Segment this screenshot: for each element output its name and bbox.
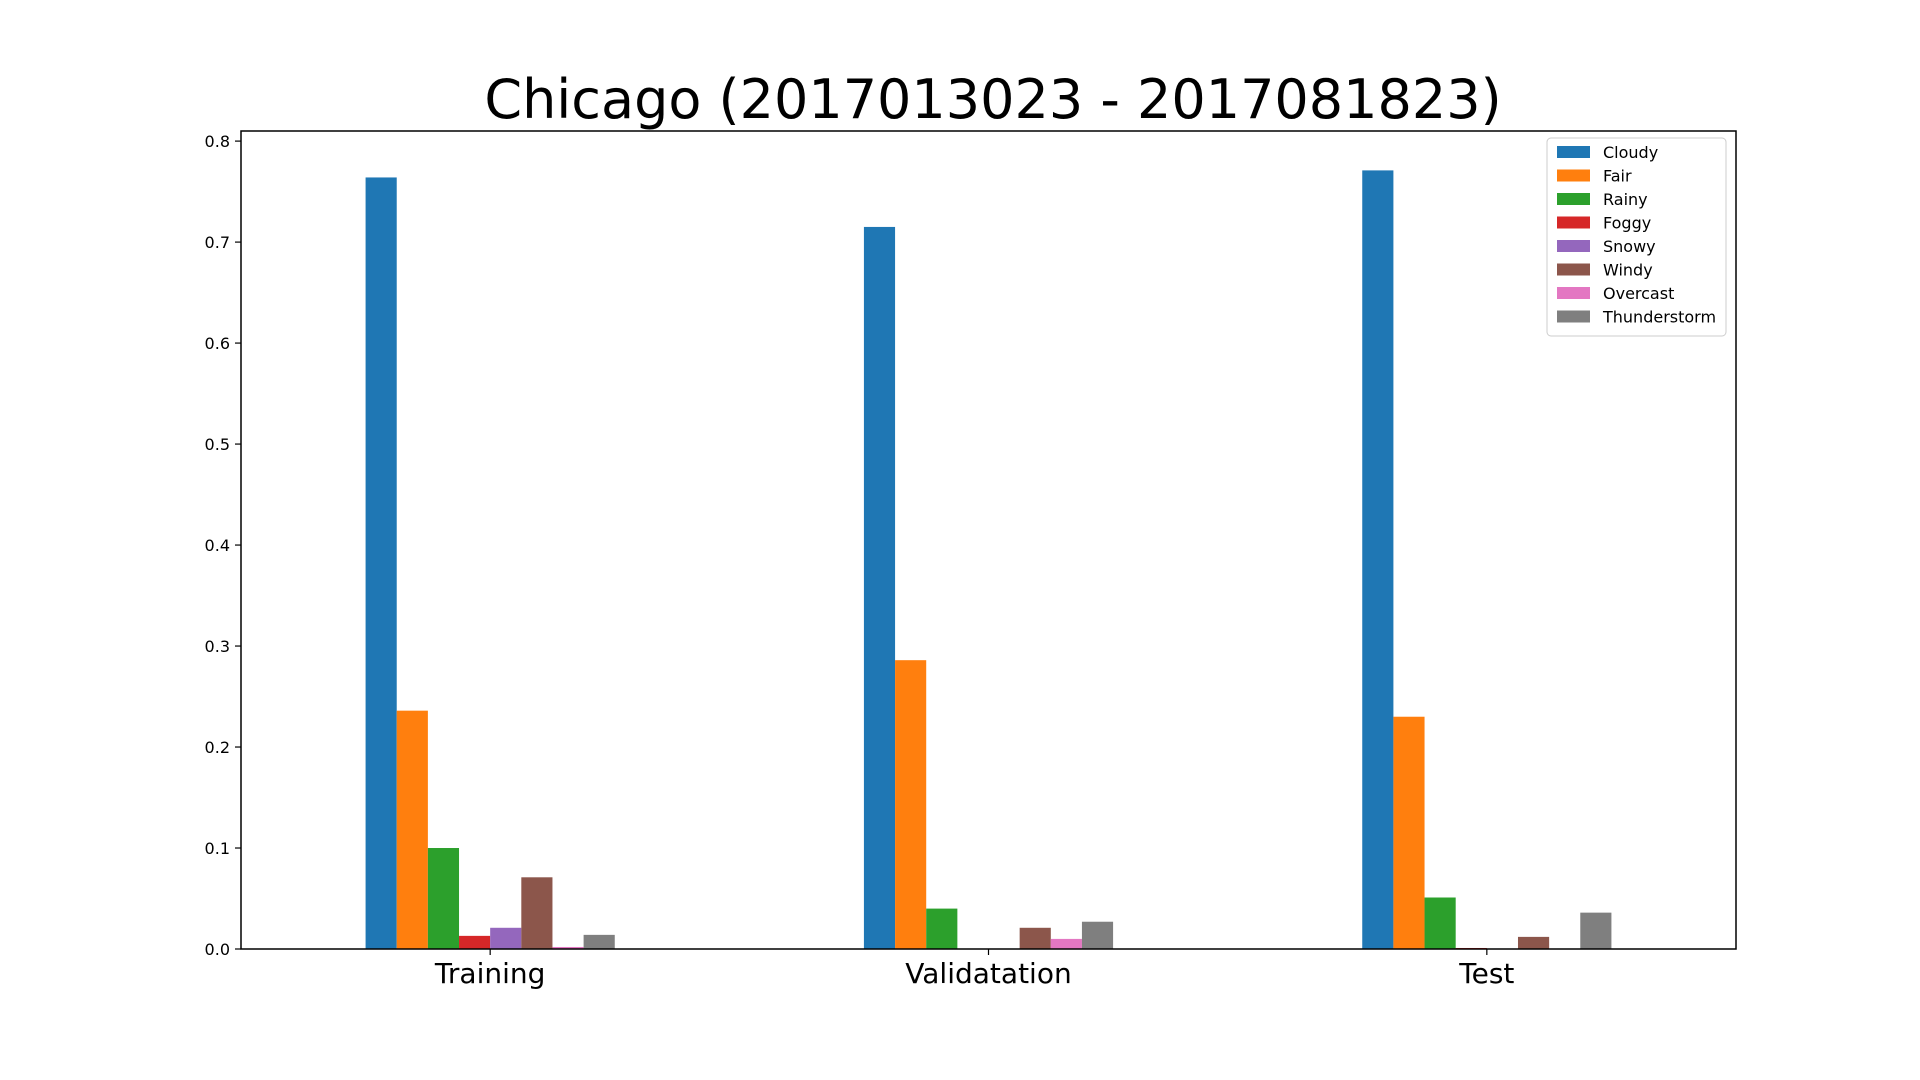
bar-windy-test: [1517, 936, 1550, 949]
y-axis: 0.0 0.1 0.2 0.3 0.4 0.5 0.6 0.7 0.8: [205, 132, 241, 959]
y-tick-label: 0.1: [205, 839, 230, 858]
bar-windy-training: [521, 877, 553, 949]
y-tick-label: 0.8: [205, 132, 230, 151]
x-category-label: Validatation: [905, 957, 1071, 990]
legend-swatch-overcast: [1557, 287, 1590, 299]
legend-label-fair: Fair: [1603, 167, 1632, 186]
bar-rainy-training: [427, 848, 460, 949]
legend-label-thunderstorm: Thunderstorm: [1602, 308, 1716, 327]
legend-label-foggy: Foggy: [1603, 214, 1651, 233]
x-category-label: Training: [434, 957, 545, 990]
bar-thunderstorm-test: [1580, 912, 1612, 949]
x-axis: Training Validatation Test: [434, 949, 1514, 990]
legend-label-snowy: Snowy: [1603, 237, 1656, 256]
legend: Cloudy Fair Rainy Foggy Snowy Windy Overcast Th…: [1546, 137, 1727, 337]
bar-foggy-training: [459, 935, 491, 949]
y-tick-label: 0.3: [205, 637, 230, 656]
legend-swatch-foggy: [1557, 216, 1590, 229]
bar-fair-training: [396, 710, 428, 949]
legend-swatch-windy: [1557, 263, 1590, 276]
bar-fair-validatation: [895, 660, 927, 949]
bar-thunderstorm-validatation: [1081, 921, 1114, 949]
legend-swatch-thunderstorm: [1557, 310, 1590, 323]
legend-label-rainy: Rainy: [1603, 190, 1648, 209]
legend-box: [1546, 137, 1727, 337]
bars-group: [365, 170, 1612, 949]
legend-swatch-cloudy: [1557, 146, 1590, 158]
bar-rainy-test: [1424, 897, 1456, 949]
y-tick-label: 0.5: [205, 435, 230, 454]
bar-cloudy-training: [365, 177, 397, 949]
legend-label-overcast: Overcast: [1603, 284, 1674, 303]
y-tick-label: 0.0: [205, 940, 230, 959]
legend-swatch-snowy: [1557, 240, 1590, 252]
bar-rainy-validatation: [926, 908, 958, 949]
bar-overcast-training: [552, 946, 584, 949]
bar-thunderstorm-training: [583, 934, 615, 949]
y-tick-label: 0.6: [205, 334, 230, 353]
x-category-label: Test: [1458, 957, 1514, 990]
bar-windy-validatation: [1019, 927, 1051, 949]
bar-overcast-validatation: [1050, 938, 1082, 949]
legend-swatch-fair: [1557, 169, 1590, 182]
legend-swatch-rainy: [1557, 193, 1590, 205]
bar-snowy-training: [490, 927, 522, 949]
bar-fair-test: [1393, 716, 1425, 949]
chart-title: Chicago (2017013023 - 2017081823): [484, 68, 1501, 131]
y-tick-label: 0.2: [205, 738, 230, 757]
plot-frame: [240, 130, 1737, 950]
legend-label-windy: Windy: [1603, 261, 1653, 280]
y-tick-label: 0.4: [205, 536, 230, 555]
y-tick-label: 0.7: [205, 233, 230, 252]
bar-cloudy-test: [1362, 170, 1394, 949]
legend-label-cloudy: Cloudy: [1603, 143, 1658, 162]
bar-cloudy-validatation: [863, 226, 896, 949]
